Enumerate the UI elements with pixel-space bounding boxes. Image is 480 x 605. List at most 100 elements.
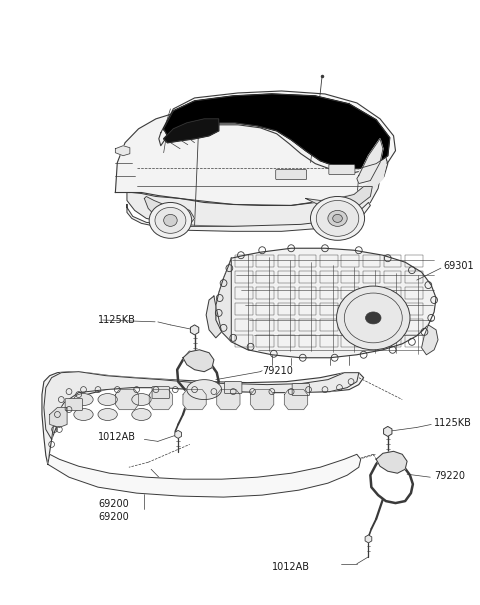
Bar (235, 287, 252, 299)
Polygon shape (216, 248, 436, 358)
Bar (405, 255, 422, 267)
Bar (320, 271, 337, 283)
Bar (363, 271, 380, 283)
Text: 79210: 79210 (262, 365, 293, 376)
Text: 1012AB: 1012AB (272, 562, 310, 572)
Ellipse shape (155, 208, 186, 234)
Bar (320, 335, 337, 347)
Bar (405, 287, 422, 299)
Bar (235, 335, 252, 347)
Ellipse shape (74, 394, 93, 405)
Bar (320, 303, 337, 315)
Bar (363, 335, 380, 347)
Bar (341, 335, 359, 347)
Polygon shape (127, 178, 380, 226)
Polygon shape (376, 451, 407, 473)
Bar (320, 255, 337, 267)
Polygon shape (159, 91, 396, 172)
Bar (277, 319, 295, 331)
Polygon shape (50, 408, 67, 427)
Ellipse shape (149, 203, 192, 238)
Bar (405, 335, 422, 347)
FancyBboxPatch shape (152, 387, 169, 399)
Bar (256, 335, 274, 347)
Polygon shape (115, 390, 139, 410)
Polygon shape (217, 390, 240, 410)
Ellipse shape (132, 408, 151, 420)
Polygon shape (144, 197, 194, 224)
Bar (384, 287, 401, 299)
Polygon shape (42, 371, 364, 464)
Polygon shape (216, 258, 231, 342)
Bar (235, 319, 252, 331)
Bar (277, 335, 295, 347)
Polygon shape (183, 390, 206, 410)
Polygon shape (306, 186, 372, 209)
Bar (235, 255, 252, 267)
Bar (299, 287, 316, 299)
Bar (363, 303, 380, 315)
Bar (256, 319, 274, 331)
Polygon shape (115, 106, 388, 206)
Bar (277, 255, 295, 267)
Bar (384, 271, 401, 283)
Bar (363, 255, 380, 267)
Ellipse shape (74, 408, 93, 420)
Ellipse shape (98, 394, 117, 405)
Text: 69301: 69301 (444, 261, 474, 271)
Text: 79220: 79220 (434, 471, 465, 481)
Polygon shape (421, 325, 438, 355)
Bar (405, 271, 422, 283)
Text: 69200: 69200 (98, 512, 129, 522)
Text: 1125KB: 1125KB (434, 419, 472, 428)
Ellipse shape (336, 286, 410, 350)
Text: 69200: 69200 (98, 499, 129, 509)
Bar (363, 319, 380, 331)
Bar (235, 271, 252, 283)
Bar (256, 287, 274, 299)
Ellipse shape (328, 211, 347, 226)
FancyBboxPatch shape (329, 165, 355, 175)
Bar (256, 303, 274, 315)
FancyBboxPatch shape (65, 399, 83, 411)
Bar (299, 271, 316, 283)
Bar (363, 287, 380, 299)
Bar (341, 303, 359, 315)
Polygon shape (357, 139, 383, 183)
Bar (384, 319, 401, 331)
Polygon shape (330, 119, 386, 206)
Bar (341, 319, 359, 331)
Bar (320, 319, 337, 331)
Polygon shape (48, 454, 360, 497)
Bar (341, 255, 359, 267)
Bar (384, 255, 401, 267)
Bar (235, 303, 252, 315)
Bar (277, 303, 295, 315)
Polygon shape (164, 94, 390, 169)
Bar (320, 287, 337, 299)
Ellipse shape (164, 214, 177, 226)
Polygon shape (127, 203, 371, 231)
Bar (384, 303, 401, 315)
Polygon shape (149, 390, 172, 410)
Bar (405, 303, 422, 315)
Text: 1125KB: 1125KB (98, 315, 136, 325)
Polygon shape (44, 371, 359, 439)
Ellipse shape (333, 214, 342, 223)
Bar (299, 335, 316, 347)
FancyBboxPatch shape (276, 169, 307, 180)
Polygon shape (285, 390, 308, 410)
Bar (299, 319, 316, 331)
Bar (277, 287, 295, 299)
Bar (341, 287, 359, 299)
Ellipse shape (98, 408, 117, 420)
Bar (277, 271, 295, 283)
Bar (384, 335, 401, 347)
Bar (256, 255, 274, 267)
Ellipse shape (187, 380, 222, 399)
Polygon shape (183, 350, 214, 371)
FancyBboxPatch shape (292, 384, 310, 396)
Text: 1012AB: 1012AB (98, 433, 136, 442)
FancyBboxPatch shape (225, 382, 242, 394)
Polygon shape (251, 390, 274, 410)
